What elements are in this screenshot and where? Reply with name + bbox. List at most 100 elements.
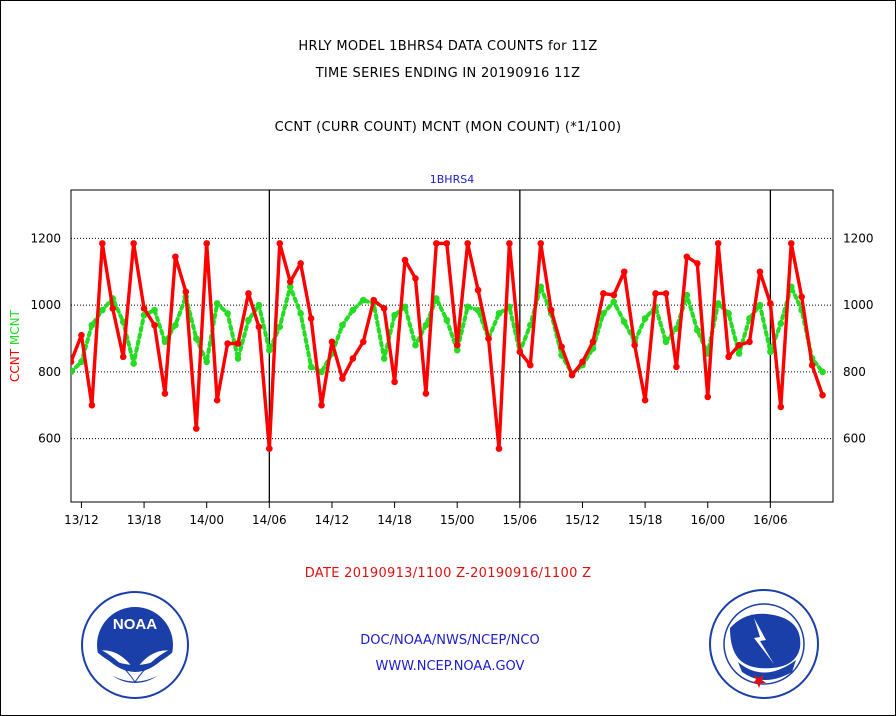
data-point-ccnt bbox=[558, 343, 565, 351]
data-point-ccnt bbox=[307, 315, 315, 322]
x-tick-label: 16/06 bbox=[753, 513, 788, 527]
data-point-ccnt bbox=[579, 358, 586, 366]
data-point-ccnt bbox=[714, 240, 722, 247]
data-point-mcnt bbox=[286, 283, 294, 291]
data-point-mcnt bbox=[359, 296, 367, 304]
data-point-mcnt bbox=[380, 355, 388, 362]
y-tick-label-left: 1000 bbox=[30, 298, 61, 312]
data-point-ccnt bbox=[506, 240, 513, 247]
data-point-ccnt bbox=[433, 240, 440, 247]
data-point-ccnt bbox=[495, 445, 503, 452]
data-point-ccnt bbox=[412, 275, 419, 282]
data-point-ccnt bbox=[245, 290, 252, 297]
data-point-ccnt bbox=[88, 401, 96, 409]
data-point-ccnt bbox=[819, 391, 826, 399]
data-point-mcnt bbox=[725, 310, 732, 317]
data-point-mcnt bbox=[401, 303, 409, 311]
data-point-ccnt bbox=[422, 390, 430, 397]
data-point-mcnt bbox=[641, 315, 649, 322]
data-point-mcnt bbox=[767, 348, 774, 356]
x-tick-label: 14/18 bbox=[377, 513, 412, 527]
x-tick-label: 15/00 bbox=[440, 513, 475, 527]
nws-logo bbox=[709, 589, 819, 699]
data-point-ccnt bbox=[610, 291, 618, 299]
data-point-ccnt bbox=[694, 260, 701, 267]
data-point-ccnt bbox=[349, 355, 357, 362]
x-tick-label: 14/00 bbox=[189, 513, 224, 527]
data-point-mcnt bbox=[318, 368, 325, 376]
data-point-ccnt bbox=[746, 338, 753, 346]
data-point-ccnt bbox=[161, 390, 169, 397]
data-point-mcnt bbox=[255, 301, 263, 309]
data-point-mcnt bbox=[683, 291, 691, 299]
data-point-mcnt bbox=[756, 301, 764, 309]
data-point-mcnt bbox=[714, 300, 722, 307]
y-tick-label-right: 1000 bbox=[843, 298, 874, 312]
data-point-ccnt bbox=[787, 240, 795, 247]
y-axis-label-ccnt: CCNT bbox=[8, 345, 22, 382]
data-point-ccnt bbox=[203, 240, 210, 247]
data-point-mcnt bbox=[130, 360, 137, 367]
x-tick-label: 16/00 bbox=[690, 513, 725, 527]
y-axis-label: CCNT MCNT bbox=[8, 309, 22, 382]
data-point-mcnt bbox=[224, 310, 231, 317]
data-point-mcnt bbox=[172, 321, 179, 329]
data-point-ccnt bbox=[380, 305, 388, 312]
x-tick-label: 13/12 bbox=[64, 513, 99, 527]
x-tick-label: 14/06 bbox=[252, 513, 287, 527]
data-point-ccnt bbox=[328, 338, 336, 346]
data-point-ccnt bbox=[339, 375, 346, 382]
data-point-ccnt bbox=[683, 253, 691, 261]
data-point-mcnt bbox=[391, 311, 398, 319]
data-point-mcnt bbox=[276, 323, 284, 331]
footer-date-range: DATE 20190913/1100 Z-20190916/1100 Z bbox=[304, 566, 592, 581]
data-point-ccnt bbox=[652, 290, 659, 297]
data-point-ccnt bbox=[620, 268, 628, 276]
data-point-mcnt bbox=[495, 310, 503, 317]
chart-title-line1: HRLY MODEL 1BHRS4 DATA COUNTS for 11Z bbox=[298, 39, 598, 54]
y-tick-label-left: 600 bbox=[38, 432, 61, 446]
data-point-ccnt bbox=[266, 445, 273, 452]
data-point-ccnt bbox=[297, 260, 304, 267]
data-point-mcnt bbox=[307, 363, 315, 371]
noaa-logo-text: NOAA bbox=[113, 616, 157, 633]
data-point-mcnt bbox=[297, 310, 304, 317]
data-point-ccnt bbox=[453, 341, 461, 349]
data-point-ccnt bbox=[286, 278, 294, 286]
data-point-ccnt bbox=[756, 268, 764, 276]
data-point-ccnt bbox=[808, 361, 816, 369]
x-tick-label: 15/12 bbox=[565, 513, 600, 527]
data-point-ccnt bbox=[391, 378, 398, 386]
data-point-ccnt bbox=[725, 353, 732, 361]
data-point-ccnt bbox=[130, 240, 137, 247]
footer-organization: DOC/NOAA/NWS/NCEP/NCO bbox=[360, 633, 540, 648]
data-point-mcnt bbox=[735, 350, 743, 357]
data-point-ccnt bbox=[631, 341, 638, 349]
data-point-mcnt bbox=[161, 338, 169, 346]
data-point-ccnt bbox=[224, 340, 231, 347]
data-point-mcnt bbox=[422, 321, 430, 329]
data-point-ccnt bbox=[662, 290, 670, 297]
y-tick-label-right: 800 bbox=[843, 365, 866, 379]
data-point-ccnt bbox=[192, 425, 200, 432]
data-point-ccnt bbox=[464, 240, 471, 247]
data-point-ccnt bbox=[568, 371, 576, 379]
y-tick-label-right: 1200 bbox=[843, 231, 874, 245]
data-point-ccnt bbox=[255, 323, 263, 331]
data-point-ccnt bbox=[234, 340, 242, 347]
data-point-mcnt bbox=[339, 321, 346, 329]
data-point-ccnt bbox=[370, 296, 378, 304]
x-tick-label: 14/12 bbox=[315, 513, 350, 527]
plot-area bbox=[70, 189, 834, 503]
data-point-ccnt bbox=[673, 363, 680, 371]
data-point-ccnt bbox=[777, 403, 785, 411]
data-point-ccnt bbox=[735, 341, 743, 349]
data-point-mcnt bbox=[88, 321, 96, 329]
footer-website[interactable]: WWW.NCEP.NOAA.GOV bbox=[375, 659, 525, 674]
chart-title-line2: TIME SERIES ENDING IN 20190916 11Z bbox=[315, 66, 581, 81]
data-point-ccnt bbox=[516, 348, 524, 356]
plot-title: 1BHRS4 bbox=[430, 173, 474, 186]
data-point-mcnt bbox=[266, 346, 273, 354]
y-axis-label-mcnt: MCNT bbox=[8, 309, 22, 345]
